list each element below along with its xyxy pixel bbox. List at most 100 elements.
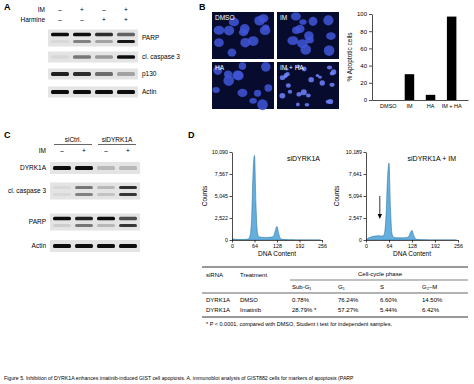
y-axis: 020406080100 <box>357 11 373 103</box>
tick: 0 <box>231 240 234 249</box>
blot-band <box>73 33 91 37</box>
nucleus <box>248 36 259 46</box>
tick: HA <box>427 100 435 109</box>
axis-title: DNA Content <box>393 250 431 257</box>
blot-band <box>73 90 91 94</box>
tick-label: 20 <box>360 80 367 86</box>
row-label: p130 <box>142 70 157 78</box>
nucleus <box>224 26 234 36</box>
tick-label: 2,547 <box>349 215 362 221</box>
tick-label: 64 <box>252 243 258 249</box>
tick-mark <box>369 100 372 101</box>
micrograph-background <box>277 62 339 109</box>
tick-label: 40 <box>360 63 367 69</box>
blot-band <box>119 244 137 248</box>
table: siRNATreatmentCell-cycle phaseSub-G₁G₁SG… <box>202 267 468 327</box>
bar <box>447 17 456 100</box>
tick: 40 <box>360 63 372 69</box>
tick-label: IM <box>406 103 413 109</box>
blot-band <box>73 72 91 76</box>
nucleus <box>258 14 268 22</box>
nucleus <box>232 71 243 80</box>
tick-label: 60 <box>360 46 367 52</box>
tick: 5,045 <box>215 193 232 199</box>
bar <box>405 74 414 100</box>
blot-strip <box>48 87 138 98</box>
table-cell: DMSO <box>240 297 258 303</box>
blot-band <box>97 244 115 248</box>
tick: 80 <box>360 29 372 35</box>
blot-band <box>97 166 115 170</box>
nucleus <box>327 65 332 69</box>
panel-label: C <box>4 130 11 140</box>
nucleus <box>296 103 300 107</box>
tick: 128 <box>408 240 417 249</box>
nucleus <box>261 62 271 72</box>
nucleus <box>316 74 320 77</box>
blot-band <box>51 72 69 76</box>
nucleus <box>257 99 268 110</box>
table-header: S <box>380 284 384 290</box>
table-rule <box>202 293 468 294</box>
y-axis: 02,5225,0457,56710,090 <box>212 149 233 243</box>
table-header: siRNA <box>206 272 223 278</box>
blot-strip <box>50 162 140 174</box>
blot-band <box>75 224 93 227</box>
nucleus <box>301 89 307 95</box>
tick-mark <box>369 48 372 49</box>
tick-label: DMSO <box>380 103 397 109</box>
group-label: siCtrl. <box>65 136 82 143</box>
tick-label: 192 <box>431 243 440 249</box>
nucleus <box>326 32 336 40</box>
blot-band <box>75 193 93 196</box>
micrograph: IM <box>277 12 339 59</box>
nucleus <box>239 29 248 36</box>
blot-band <box>95 40 113 43</box>
micrograph: HA <box>212 62 274 110</box>
axis-title: Counts <box>201 185 208 206</box>
nucleus <box>287 36 298 45</box>
tick: 0 <box>365 240 368 249</box>
nucleus <box>264 84 272 91</box>
tick-label: 256 <box>454 243 463 249</box>
blot-band <box>75 217 93 221</box>
tick-label: 0 <box>225 237 228 243</box>
tick: 256 <box>454 240 463 249</box>
blot-band <box>119 166 137 170</box>
tick: 192 <box>431 240 440 249</box>
condition-sign: + <box>126 147 130 154</box>
tick-label: 5,094 <box>349 193 362 199</box>
nucleus <box>299 19 306 25</box>
arrow-shaft <box>379 196 380 216</box>
histogram: 02,5475,0947,64110,189064128192256siDYRK… <box>333 149 463 257</box>
row-label: DYRK1A <box>20 164 47 171</box>
blot-strip <box>50 214 140 231</box>
micrograph: IM + HA <box>277 62 339 109</box>
nucleus <box>308 77 314 82</box>
tick: 128 <box>273 240 282 249</box>
row-label: Actin <box>32 242 47 249</box>
blot-band <box>53 217 71 221</box>
x-axis: 064128192256 <box>365 240 463 249</box>
bar <box>426 95 435 100</box>
tick-label: 128 <box>408 243 417 249</box>
chart-title: siDYRK1A <box>287 155 320 162</box>
blot-strip <box>50 183 140 200</box>
tick-mark <box>369 66 372 67</box>
table-header: Sub-G₁ <box>292 284 311 290</box>
tick: 256 <box>318 240 327 249</box>
blot-strip <box>48 52 138 63</box>
condition-sign: + <box>124 16 128 23</box>
table-cell: 28.79% * <box>292 307 317 313</box>
blot-band <box>119 193 137 196</box>
micrograph-background <box>212 12 274 59</box>
tick-mark <box>364 174 367 175</box>
blot-band <box>53 186 71 189</box>
table-cell: Imatinib <box>240 307 262 313</box>
x-axis: DMSOIMHAIM + HA <box>373 100 469 109</box>
micrograph-label: DMSO <box>215 14 235 21</box>
blot-band <box>117 90 135 94</box>
row-label: Actin <box>142 88 157 95</box>
plot-area <box>366 163 457 240</box>
blot-strip <box>50 240 140 252</box>
